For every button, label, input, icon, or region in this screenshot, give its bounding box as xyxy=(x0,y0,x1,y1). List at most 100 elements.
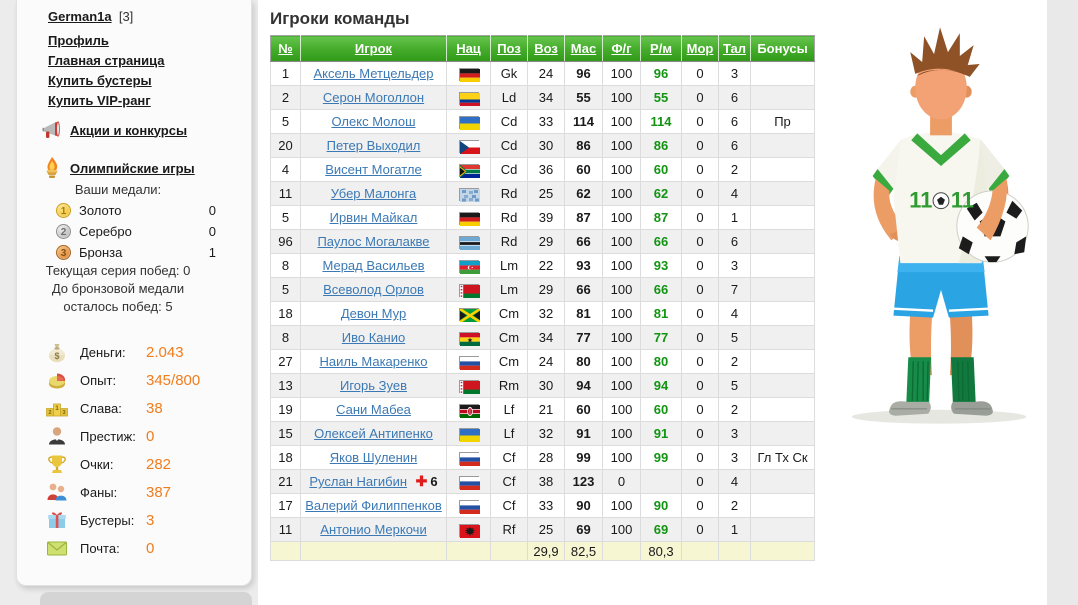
player-age: 25 xyxy=(527,517,565,542)
player-row: 17 Валерий Филиппенков ✚ Cf 33 90 100 90… xyxy=(270,493,815,518)
player-row: 21 Руслан Нагибин ✚ 6 Cf 38 123 0 0 4 xyxy=(270,469,815,494)
player-mastery: 87 xyxy=(564,205,603,230)
player-bonuses xyxy=(750,85,815,110)
player-real-mastery: 87 xyxy=(640,205,682,230)
column-header-nat[interactable]: Нац xyxy=(446,35,491,62)
column-header-pos[interactable]: Поз xyxy=(490,35,528,62)
player-name-cell: Ирвин Майкал ✚ xyxy=(300,205,447,230)
player-name-link[interactable]: Всеволод Орлов xyxy=(323,282,424,297)
table-averages-row: 29,9 82,5 80,3 xyxy=(270,541,815,561)
player-name-cell: Яков Шуленин ✚ xyxy=(300,445,447,470)
player-name-link[interactable]: Яков Шуленин xyxy=(329,450,418,465)
player-age: 34 xyxy=(527,325,565,350)
player-number: 18 xyxy=(270,301,301,326)
player-name-link[interactable]: Игорь Зуев xyxy=(340,378,407,393)
russia-flag-icon xyxy=(458,500,480,515)
nationality-cell xyxy=(446,253,491,278)
player-form: 100 xyxy=(602,517,641,542)
resource-row: Опыт: 345/800 xyxy=(44,366,224,394)
player-name-link[interactable]: Аксель Метцельдер xyxy=(313,66,434,81)
player-bonuses xyxy=(750,277,815,302)
south-africa-flag-icon xyxy=(458,164,480,179)
nationality-cell xyxy=(446,493,491,518)
player-form: 100 xyxy=(602,445,641,470)
player-real-mastery: 60 xyxy=(640,157,682,182)
player-name-link[interactable]: Сани Мабеа xyxy=(336,402,411,417)
next-panel-edge xyxy=(40,592,252,605)
column-header-mas[interactable]: Мас xyxy=(564,35,603,62)
footer-empty xyxy=(446,541,491,561)
player-bonuses xyxy=(750,301,815,326)
player-position: Rm xyxy=(490,373,528,398)
player-bonuses xyxy=(750,469,815,494)
player-name-link[interactable]: Убер Малонга xyxy=(330,186,417,201)
player-position: Gk xyxy=(490,61,528,86)
player-name-link[interactable]: Олексей Антипенко xyxy=(314,426,433,441)
sidebar-nav-link[interactable]: Купить бустеры xyxy=(48,73,152,88)
nationality-cell xyxy=(446,205,491,230)
belarus-flag-icon xyxy=(458,284,480,299)
player-name-link[interactable]: Серон Моголлон xyxy=(322,90,425,105)
player-position: Lf xyxy=(490,421,528,446)
column-header-rm[interactable]: Р/м xyxy=(640,35,682,62)
player-talent: 7 xyxy=(718,277,751,302)
avg-age: 29,9 xyxy=(527,541,565,561)
envelope-icon xyxy=(44,536,70,560)
sidebar-nav-link[interactable]: Профиль xyxy=(48,33,109,48)
player-name-link[interactable]: Руслан Нагибин xyxy=(309,474,408,489)
player-real-mastery xyxy=(640,469,682,494)
player-name-link[interactable]: Висент Могатле xyxy=(325,162,422,177)
player-bonuses xyxy=(750,349,815,374)
username-block: German1a [3] xyxy=(48,9,133,24)
player-real-mastery: 90 xyxy=(640,493,682,518)
player-real-mastery: 66 xyxy=(640,277,682,302)
column-header-tal[interactable]: Тал xyxy=(718,35,751,62)
trophy-icon xyxy=(44,452,70,476)
sidebar-icon-link[interactable]: Олимпийские игры xyxy=(70,160,195,176)
player-position: Lm xyxy=(490,277,528,302)
player-name-link[interactable]: Антонио Меркочи xyxy=(320,522,427,537)
player-age: 25 xyxy=(527,181,565,206)
player-name-link[interactable]: Паулос Могалакве xyxy=(317,234,430,249)
player-bonuses xyxy=(750,61,815,86)
player-row: 96 Паулос Могалакве ✚ Rd 29 66 100 66 0 … xyxy=(270,229,815,254)
player-position: Rf xyxy=(490,517,528,542)
unknown-flag-icon xyxy=(458,188,480,203)
injury-indicator: ✚ 6 xyxy=(416,473,438,489)
column-header-mor[interactable]: Мор xyxy=(681,35,719,62)
player-name-link[interactable]: Петер Выходил xyxy=(326,138,421,153)
player-name-link[interactable]: Наиль Макаренко xyxy=(319,354,428,369)
next-medal-line1: До бронзовой медали xyxy=(51,281,185,296)
column-header-player[interactable]: Игрок xyxy=(300,35,447,62)
sidebar-nav-link[interactable]: Главная страница xyxy=(48,53,165,68)
column-header-age[interactable]: Воз xyxy=(527,35,565,62)
player-name-link[interactable]: Ирвин Майкал xyxy=(329,210,418,225)
player-name-link[interactable]: Олекс Молош xyxy=(331,114,416,129)
username-level: [3] xyxy=(115,9,134,24)
player-age: 24 xyxy=(527,61,565,86)
sidebar-icon-link[interactable]: Акции и конкурсы xyxy=(70,122,188,138)
player-name-link[interactable]: Мерад Васильев xyxy=(322,258,425,273)
player-real-mastery: 66 xyxy=(640,229,682,254)
ukraine-flag-icon xyxy=(458,116,480,131)
player-name-link[interactable]: Девон Мур xyxy=(340,306,407,321)
nationality-cell xyxy=(446,61,491,86)
player-talent: 2 xyxy=(718,397,751,422)
column-header-fg[interactable]: Ф/г xyxy=(602,35,641,62)
player-number: 17 xyxy=(270,493,301,518)
player-row: 5 Всеволод Орлов ✚ Lm 29 66 100 66 0 7 xyxy=(270,277,815,302)
medal-icon: 1 xyxy=(56,203,71,218)
russia-flag-icon xyxy=(458,476,480,491)
player-bonuses: Гл Тх Ск xyxy=(750,445,815,470)
player-name-link[interactable]: Валерий Филиппенков xyxy=(305,498,442,513)
jersey-number-left: 11 xyxy=(909,188,932,213)
column-header-num[interactable]: № xyxy=(270,35,301,62)
username-link[interactable]: German1a xyxy=(48,9,112,24)
player-age: 32 xyxy=(527,301,565,326)
player-number: 20 xyxy=(270,133,301,158)
player-name-link[interactable]: Иво Канио xyxy=(341,330,406,345)
resource-value: 0 xyxy=(146,539,155,557)
table-header-row: № Игрок Нац Поз Воз Мас Ф/г Р/м Мор Тал Бонусы xyxy=(270,35,815,62)
player-row: 5 Олекс Молош ✚ Cd 33 114 100 114 0 6 Пр xyxy=(270,109,815,134)
sidebar-nav-link[interactable]: Купить VIP-ранг xyxy=(48,93,151,108)
